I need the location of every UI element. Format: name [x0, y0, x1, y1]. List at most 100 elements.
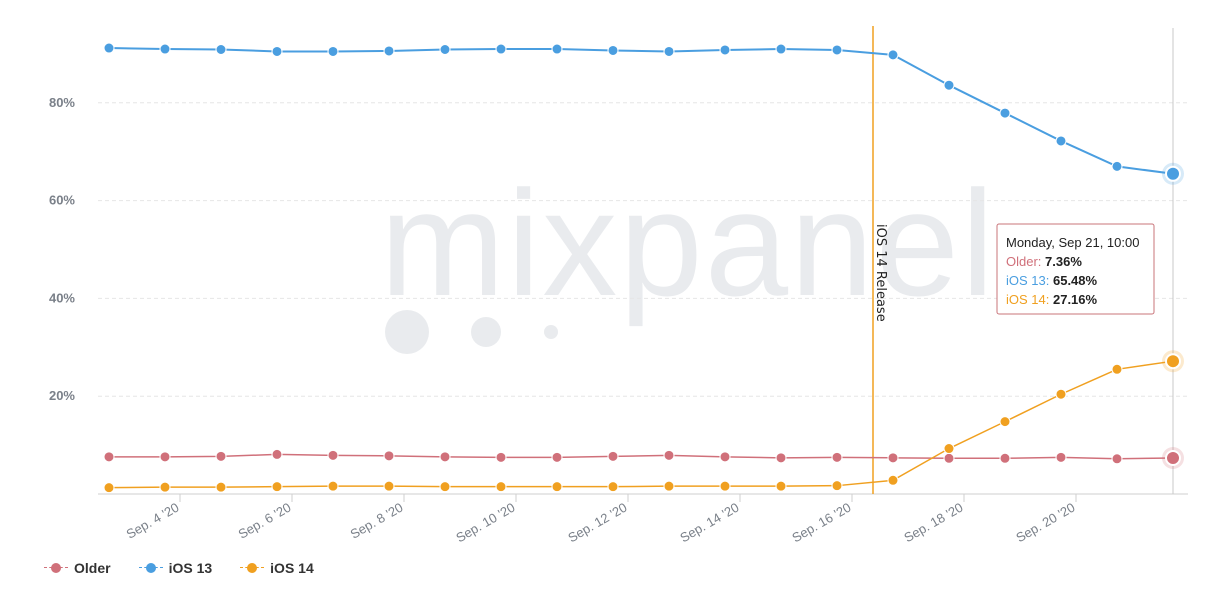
release-annotation: iOS 14 Release: [872, 26, 888, 494]
x-tick-label: Sep. 18 '20: [901, 500, 965, 546]
marker-ios14[interactable]: [1055, 388, 1067, 400]
legend-ios14-marker: [240, 562, 265, 574]
watermark-dot-small: [544, 325, 558, 339]
marker-ios14[interactable]: [887, 474, 899, 486]
watermark-text: mixpanel: [380, 159, 996, 327]
marker-ios13[interactable]: [215, 43, 227, 55]
marker-ios13[interactable]: [943, 79, 955, 91]
legend-older-label: Older: [74, 560, 111, 576]
marker-older[interactable]: [159, 451, 171, 463]
marker-ios13[interactable]: [775, 43, 787, 55]
tooltip-title: Monday, Sep 21, 10:00: [1006, 235, 1139, 250]
marker-older[interactable]: [215, 450, 227, 462]
marker-ios14[interactable]: [327, 480, 339, 492]
marker-ios13[interactable]: [271, 45, 283, 57]
marker-ios14[interactable]: [103, 482, 115, 494]
marker-older[interactable]: [887, 452, 899, 464]
y-axis-ticks: 20% 40% 60% 80%: [49, 95, 75, 403]
x-tick-label: Sep. 14 '20: [677, 500, 741, 546]
marker-older[interactable]: [383, 450, 395, 462]
tooltip-ios13-value: 65.48%: [1053, 273, 1098, 288]
marker-older[interactable]: [271, 448, 283, 460]
marker-ios14[interactable]: [775, 480, 787, 492]
marker-ios13-active[interactable]: [1165, 165, 1181, 182]
marker-older[interactable]: [495, 451, 507, 463]
series-line-ios14: [108, 360, 1174, 489]
marker-ios13[interactable]: [1055, 135, 1067, 147]
marker-older[interactable]: [439, 451, 451, 463]
marker-ios14[interactable]: [159, 481, 171, 493]
marker-ios13[interactable]: [327, 45, 339, 57]
legend-ios13-marker: [138, 562, 163, 574]
series-line-older: [109, 453, 1174, 460]
tooltip-ios13-name: iOS 13: [1006, 273, 1046, 288]
marker-ios13[interactable]: [439, 43, 451, 55]
tooltip: Monday, Sep 21, 10:00 Older: 7.36% iOS 1…: [996, 223, 1155, 315]
x-tick-label: Sep. 6 '20: [236, 500, 294, 542]
marker-ios13[interactable]: [663, 45, 675, 57]
legend-item-older[interactable]: Older: [44, 560, 111, 576]
marker-older[interactable]: [719, 451, 731, 463]
watermark-dot-medium: [471, 317, 501, 347]
y-tick-label: 60%: [49, 193, 75, 208]
marker-ios13[interactable]: [719, 44, 731, 56]
marker-ios13[interactable]: [103, 42, 115, 54]
marker-older[interactable]: [943, 452, 955, 464]
marker-older[interactable]: [1055, 451, 1067, 463]
marker-ios13[interactable]: [607, 44, 619, 56]
mixpanel-watermark: mixpanel: [380, 159, 996, 354]
y-tick-label: 80%: [49, 95, 75, 110]
series-markers[interactable]: [103, 42, 1184, 494]
marker-ios14[interactable]: [607, 481, 619, 493]
marker-ios14[interactable]: [551, 481, 563, 493]
marker-older[interactable]: [327, 449, 339, 461]
marker-ios14[interactable]: [439, 481, 451, 493]
marker-ios13[interactable]: [495, 43, 507, 55]
marker-ios14[interactable]: [943, 443, 955, 455]
marker-ios14[interactable]: [831, 480, 843, 492]
marker-older[interactable]: [999, 452, 1011, 464]
x-axis: Sep. 4 '20 Sep. 6 '20 Sep. 8 '20 Sep. 10 '2…: [98, 493, 1188, 546]
marker-ios13[interactable]: [887, 49, 899, 61]
release-label: iOS 14 Release: [873, 224, 888, 322]
marker-ios14[interactable]: [495, 481, 507, 493]
tooltip-ios14-name: iOS 14: [1006, 292, 1046, 307]
marker-ios14[interactable]: [215, 481, 227, 493]
marker-ios14[interactable]: [663, 480, 675, 492]
marker-ios14-active[interactable]: [1165, 353, 1181, 370]
marker-older[interactable]: [551, 451, 563, 463]
marker-older[interactable]: [1111, 453, 1123, 465]
marker-older[interactable]: [607, 450, 619, 462]
marker-ios13[interactable]: [551, 43, 563, 55]
y-tick-label: 40%: [49, 290, 75, 305]
tooltip-older-value: 7.36%: [1045, 254, 1082, 269]
legend-ios13-label: iOS 13: [168, 560, 213, 576]
marker-ios14[interactable]: [719, 480, 731, 492]
tooltip-row-older: Older: 7.36%: [1006, 254, 1082, 269]
legend-ios14-label: iOS 14: [270, 560, 314, 576]
watermark-dot-large: [385, 310, 429, 354]
marker-older[interactable]: [831, 451, 843, 463]
marker-ios13[interactable]: [1111, 160, 1123, 172]
chart-legend: Older iOS 13 iOS 14: [44, 560, 314, 576]
x-tick-label: Sep. 4 '20: [124, 500, 182, 542]
legend-item-ios13[interactable]: iOS 13: [138, 560, 213, 576]
marker-ios13[interactable]: [383, 45, 395, 57]
marker-ios14[interactable]: [999, 416, 1011, 428]
legend-item-ios14[interactable]: iOS 14: [240, 560, 314, 576]
tooltip-box: [996, 223, 1155, 315]
marker-ios13[interactable]: [831, 44, 843, 56]
marker-ios14[interactable]: [271, 481, 283, 493]
x-tick-label: Sep. 12 '20: [565, 500, 629, 546]
legend-older-marker: [44, 562, 68, 574]
marker-older[interactable]: [103, 451, 115, 463]
marker-ios13[interactable]: [159, 43, 171, 55]
marker-older[interactable]: [775, 452, 787, 464]
marker-older-active[interactable]: [1165, 450, 1181, 467]
x-tick-label: Sep. 8 '20: [348, 500, 406, 542]
marker-older[interactable]: [663, 449, 675, 461]
marker-ios14[interactable]: [383, 480, 395, 492]
marker-ios13[interactable]: [999, 107, 1011, 119]
marker-ios14[interactable]: [1111, 363, 1123, 375]
